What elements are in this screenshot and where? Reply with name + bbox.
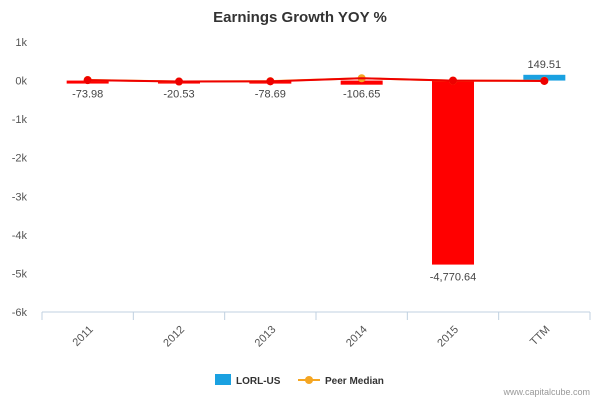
legend-label-lorl: LORL-US: [236, 376, 281, 387]
legend: LORL-US Peer Median: [215, 374, 384, 387]
legend-marker-peer: [305, 376, 313, 384]
data-label: 149.51: [528, 59, 562, 71]
x-tick-label: 2013: [253, 324, 279, 350]
company-point: [175, 77, 183, 86]
data-label: -78.69: [255, 89, 286, 101]
company-point: [540, 76, 549, 85]
y-tick-label: -6k: [12, 307, 28, 319]
data-label: -73.98: [72, 89, 103, 101]
y-tick-label: -5k: [12, 268, 28, 280]
company-point: [266, 77, 275, 86]
company-point: [83, 76, 92, 85]
x-tick-label: 2015: [435, 324, 461, 350]
company-line: [87, 77, 545, 83]
y-tick-label: 0k: [15, 76, 27, 88]
y-tick-label: 1k: [15, 37, 27, 49]
y-axis: 1k 0k -1k -2k -3k -4k -5k -6k: [12, 37, 28, 319]
chart-title: Earnings Growth YOY %: [213, 9, 387, 26]
y-tick-label: -4k: [12, 230, 28, 242]
line-series: [83, 74, 549, 86]
y-tick-label: -3k: [12, 191, 28, 203]
company-point: [449, 76, 457, 85]
bar: [432, 80, 474, 265]
legend-label-peer: Peer Median: [325, 376, 384, 387]
y-tick-label: -2k: [12, 153, 28, 165]
bar: [340, 80, 383, 85]
x-tick-label: 2012: [161, 324, 187, 350]
data-label: -20.53: [163, 89, 194, 101]
legend-swatch-lorl: [215, 374, 231, 385]
x-tick-label: TTM: [528, 324, 552, 348]
data-label: -4,770.64: [430, 272, 476, 284]
data-label: -106.65: [343, 89, 380, 101]
credit-text: www.capitalcube.com: [502, 387, 590, 397]
data-labels: -73.98 -20.53 -78.69 -106.65 -4,770.64 149.51: [72, 59, 561, 284]
x-tick-label: 2014: [344, 324, 370, 350]
y-tick-label: -1k: [12, 114, 28, 126]
bar-series: [66, 74, 566, 265]
x-axis: 2011 2012 2013 2014 2015 TTM: [41, 311, 591, 350]
x-tick-label: 2011: [71, 324, 96, 349]
